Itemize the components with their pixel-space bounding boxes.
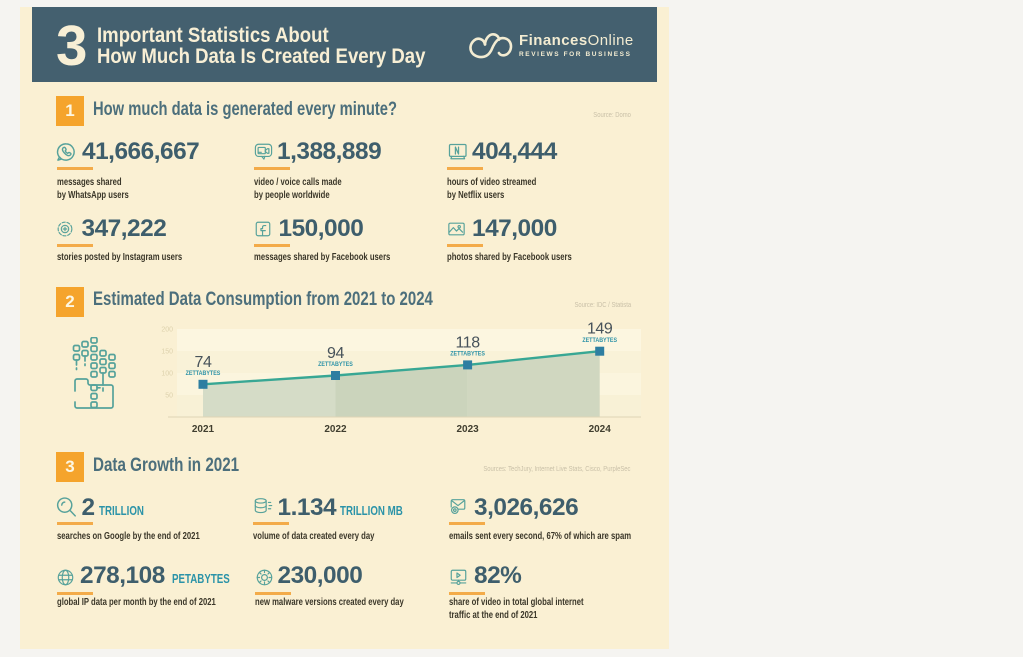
- svg-text:50: 50: [165, 393, 173, 400]
- svg-text:149: 149: [587, 321, 613, 338]
- svg-text:2022: 2022: [324, 424, 347, 435]
- svg-text:2021: 2021: [192, 424, 215, 435]
- svg-text:94: 94: [327, 345, 344, 362]
- svg-text:ZETTABYTES: ZETTABYTES: [186, 369, 221, 377]
- svg-text:ZETTABYTES: ZETTABYTES: [318, 360, 353, 368]
- svg-text:150: 150: [161, 349, 173, 356]
- svg-text:ZETTABYTES: ZETTABYTES: [450, 350, 485, 358]
- svg-text:2024: 2024: [589, 424, 612, 435]
- svg-text:74: 74: [195, 354, 212, 371]
- svg-text:100: 100: [161, 371, 173, 378]
- svg-text:200: 200: [161, 327, 173, 334]
- svg-text:118: 118: [455, 334, 480, 351]
- svg-text:2023: 2023: [456, 424, 479, 435]
- svg-text:ZETTABYTES: ZETTABYTES: [582, 336, 617, 344]
